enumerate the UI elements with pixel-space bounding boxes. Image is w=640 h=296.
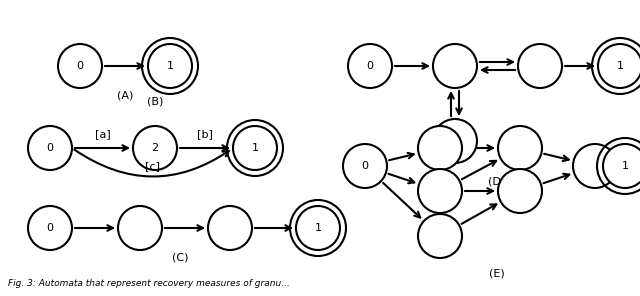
Circle shape [148, 44, 192, 88]
Text: 1: 1 [616, 61, 623, 71]
Text: (C): (C) [172, 253, 188, 263]
Circle shape [573, 144, 617, 188]
Text: Fig. 3: Automata that represent recovery measures of granu...: Fig. 3: Automata that represent recovery… [8, 279, 290, 288]
Circle shape [233, 126, 277, 170]
Text: 0: 0 [367, 61, 374, 71]
Text: 1: 1 [314, 223, 321, 233]
Circle shape [28, 206, 72, 250]
Circle shape [498, 126, 542, 170]
Circle shape [603, 144, 640, 188]
Text: [a]: [a] [95, 129, 110, 139]
Text: [b]: [b] [197, 129, 213, 139]
Circle shape [418, 214, 462, 258]
Text: 0: 0 [47, 143, 54, 153]
Circle shape [58, 44, 102, 88]
Circle shape [418, 169, 462, 213]
Text: 0: 0 [362, 161, 369, 171]
Circle shape [133, 126, 177, 170]
Circle shape [296, 206, 340, 250]
Circle shape [418, 126, 462, 170]
Text: (D): (D) [488, 176, 506, 186]
Circle shape [28, 126, 72, 170]
Text: (B): (B) [147, 96, 163, 106]
Circle shape [433, 44, 477, 88]
Circle shape [518, 44, 562, 88]
Text: 2: 2 [152, 143, 159, 153]
Text: 0: 0 [47, 223, 54, 233]
Circle shape [208, 206, 252, 250]
Text: 1: 1 [621, 161, 628, 171]
Circle shape [118, 206, 162, 250]
Text: 0: 0 [77, 61, 83, 71]
Text: [c]: [c] [145, 161, 160, 171]
Circle shape [498, 169, 542, 213]
Circle shape [348, 44, 392, 88]
Text: 1: 1 [166, 61, 173, 71]
Text: (E): (E) [489, 269, 505, 279]
Circle shape [433, 119, 477, 163]
Circle shape [343, 144, 387, 188]
Circle shape [598, 44, 640, 88]
Text: 1: 1 [252, 143, 259, 153]
Text: (A): (A) [117, 91, 133, 101]
